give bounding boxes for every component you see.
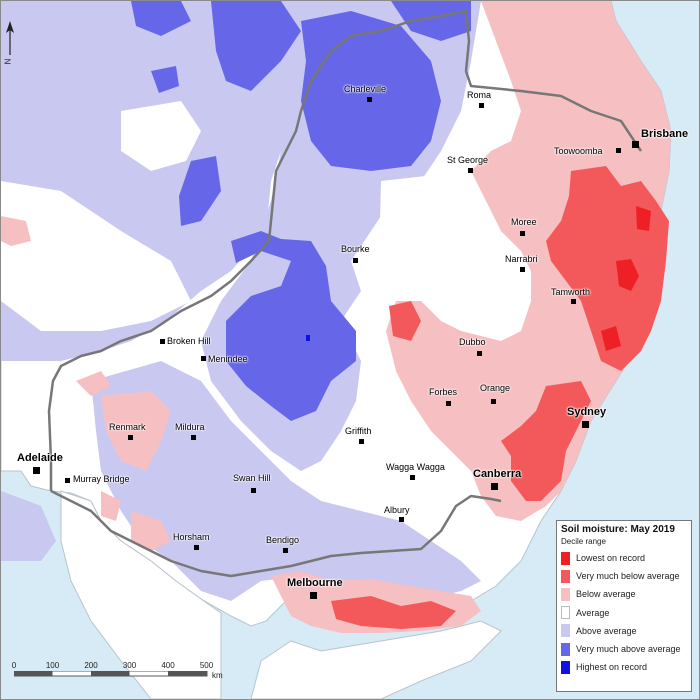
legend-item: Below average — [557, 585, 691, 603]
legend: Soil moisture: May 2019 Decile range Low… — [556, 520, 692, 692]
legend-label: Average — [576, 607, 610, 618]
town-label-narrabri: Narrabri — [505, 254, 538, 264]
lowest-on-record-areas — [601, 206, 651, 351]
legend-title: Soil moisture: May 2019 — [561, 524, 675, 535]
scale-tick: 500 — [199, 661, 214, 670]
town-marker-bendigo — [283, 548, 288, 553]
town-label-menindee: Menindee — [208, 354, 248, 364]
legend-item: Above average — [557, 622, 691, 640]
town-marker-adelaide — [33, 467, 40, 474]
scale-tick: 300 — [122, 661, 137, 670]
town-marker-orange — [491, 399, 496, 404]
town-label-forbes: Forbes — [429, 387, 458, 397]
town-label-swan-hill: Swan Hill — [233, 473, 271, 483]
legend-item: Highest on record — [557, 658, 691, 676]
town-label-adelaide: Adelaide — [17, 452, 63, 464]
town-label-st-george: St George — [447, 155, 489, 165]
north-arrow-label: N — [3, 58, 13, 65]
legend-item: Very much above average — [557, 640, 691, 658]
town-marker-wagga-wagga — [410, 475, 415, 480]
town-marker-tamworth — [571, 299, 576, 304]
town-marker-canberra — [491, 483, 498, 490]
town-label-bendigo: Bendigo — [266, 535, 300, 545]
legend-label: Lowest on record — [576, 553, 646, 564]
town-marker-toowoomba — [616, 148, 621, 153]
town-label-murray-bridge: Murray Bridge — [73, 474, 130, 484]
town-label-tamworth: Tamworth — [551, 287, 591, 297]
town-label-toowoomba: Toowoomba — [554, 146, 603, 156]
legend-swatch — [561, 606, 570, 620]
town-label-mildura: Mildura — [175, 422, 205, 432]
scale-tick: 200 — [84, 661, 98, 670]
legend-swatch — [561, 587, 570, 601]
town-label-orange: Orange — [480, 383, 511, 393]
highest-on-record-area — [306, 335, 310, 341]
town-label-dubbo: Dubbo — [459, 337, 486, 347]
town-label-albury: Albury — [384, 505, 410, 515]
town-marker-menindee — [201, 356, 206, 361]
scale-unit: km — [212, 671, 223, 680]
town-marker-renmark — [128, 435, 133, 440]
legend-swatch — [561, 551, 570, 565]
town-label-griffith: Griffith — [345, 426, 372, 436]
town-marker-broken-hill — [160, 339, 165, 344]
legend-item: Lowest on record — [557, 549, 691, 567]
town-label-roma: Roma — [467, 90, 492, 100]
legend-label: Above average — [576, 625, 637, 636]
town-label-moree: Moree — [511, 217, 537, 227]
legend-label: Very much above average — [576, 644, 681, 655]
town-marker-swan-hill — [251, 488, 256, 493]
town-label-brisbane: Brisbane — [641, 128, 689, 140]
town-label-bourke: Bourke — [341, 244, 370, 254]
legend-swatch — [561, 624, 570, 638]
town-marker-brisbane — [632, 141, 639, 148]
legend-label: Highest on record — [576, 662, 648, 673]
town-marker-bourke — [353, 258, 358, 263]
town-marker-st-george — [468, 168, 473, 173]
town-label-sydney: Sydney — [567, 406, 607, 418]
town-marker-narrabri — [520, 267, 525, 272]
town-label-charleville: Charleville — [344, 84, 387, 94]
state-borders — [47, 9, 643, 578]
scale-bar-graphic — [14, 671, 208, 677]
legend-label: Very much below average — [576, 571, 680, 582]
town-marker-murray-bridge — [65, 478, 70, 483]
town-marker-griffith — [359, 439, 364, 444]
town-label-canberra: Canberra — [473, 468, 522, 480]
legend-subtitle: Decile range — [561, 537, 606, 546]
legend-swatch — [561, 569, 570, 583]
town-marker-horsham — [194, 545, 199, 550]
town-marker-sydney — [582, 421, 589, 428]
town-marker-mildura — [191, 435, 196, 440]
scale-tick: 0 — [11, 661, 17, 670]
scale-tick: 100 — [45, 661, 60, 670]
town-marker-dubbo — [477, 351, 482, 356]
north-arrow-icon — [6, 21, 14, 55]
town-marker-charleville — [367, 97, 372, 102]
town-marker-roma — [479, 103, 484, 108]
town-label-broken-hill: Broken Hill — [167, 336, 211, 346]
town-marker-moree — [520, 231, 525, 236]
very-much-above-average-areas — [131, 1, 471, 421]
legend-item: Average — [557, 604, 691, 622]
town-label-melbourne: Melbourne — [287, 577, 343, 589]
north-arrow: N — [3, 21, 16, 74]
legend-item: Very much below average — [557, 567, 691, 585]
town-label-renmark: Renmark — [109, 422, 146, 432]
scale-tick: 400 — [161, 661, 175, 670]
town-marker-forbes — [446, 401, 451, 406]
town-label-wagga-wagga: Wagga Wagga — [386, 462, 445, 472]
town-marker-melbourne — [310, 592, 317, 599]
town-label-horsham: Horsham — [173, 532, 210, 542]
legend-swatch — [561, 660, 570, 674]
legend-swatch — [561, 642, 570, 656]
town-marker-albury — [399, 517, 404, 522]
legend-label: Below average — [576, 589, 636, 600]
